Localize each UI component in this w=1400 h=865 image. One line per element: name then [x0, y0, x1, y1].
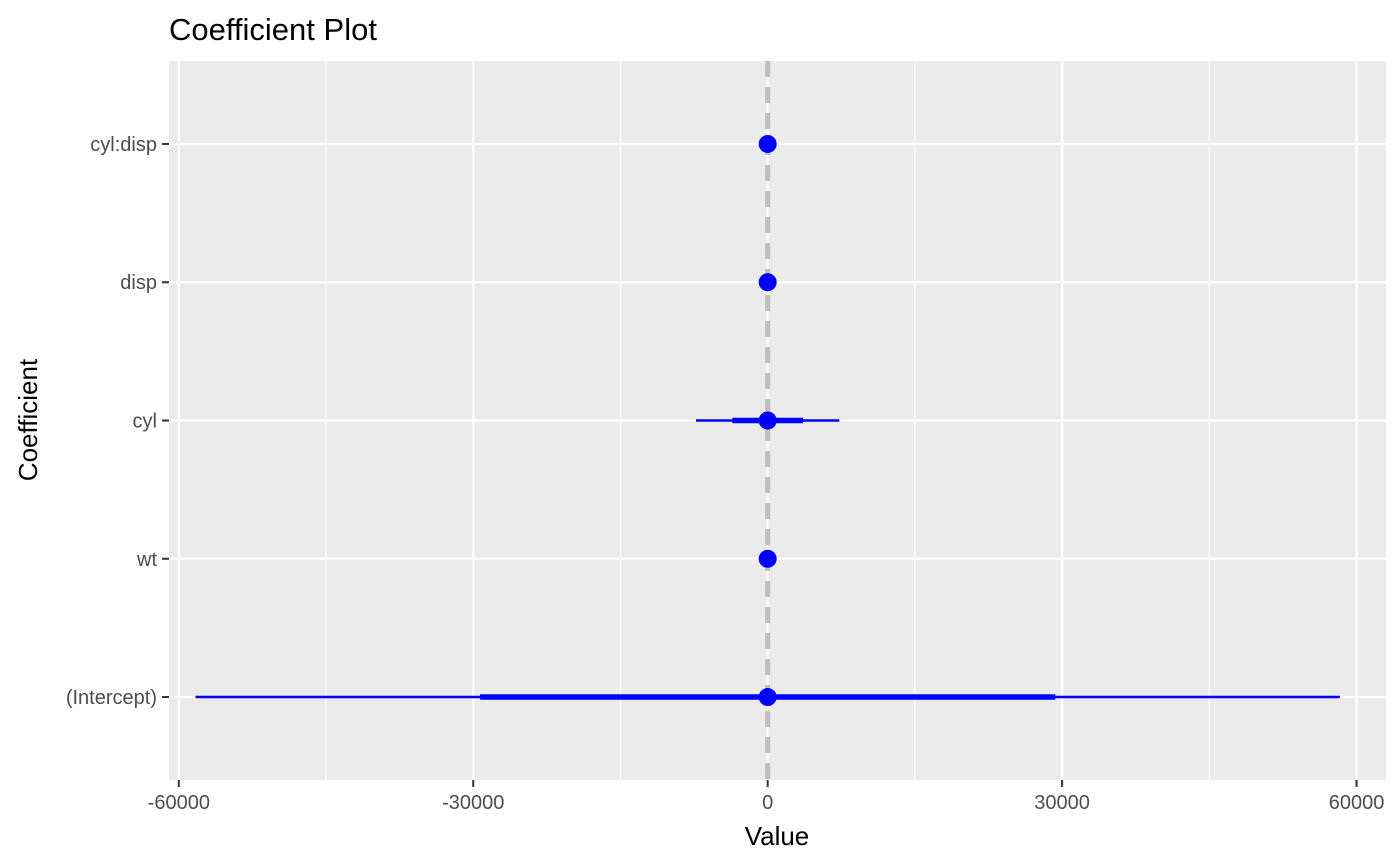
- coefficient-point: [758, 688, 777, 707]
- y-tick-label: wt: [136, 549, 157, 571]
- x-tick-label: -30000: [442, 792, 504, 814]
- chart-title: Coefficient Plot: [169, 12, 377, 47]
- coefficient-point: [758, 549, 777, 568]
- x-axis: -60000 -30000 0 30000 60000: [148, 780, 1385, 814]
- y-tick-label: cyl:disp: [90, 134, 157, 156]
- y-tick-label: disp: [120, 272, 157, 294]
- x-tick-label: 30000: [1034, 792, 1090, 814]
- x-tick-label: 0: [762, 792, 773, 814]
- x-tick-label: 60000: [1329, 792, 1385, 814]
- coefficient-point: [758, 273, 777, 292]
- coefficient-point: [758, 134, 777, 153]
- coefficient-marks: [195, 134, 1340, 707]
- y-tick-label: (Intercept): [66, 687, 157, 709]
- y-axis: (Intercept) wt cyl disp cyl:disp: [66, 134, 169, 709]
- x-axis-title: Value: [745, 821, 810, 851]
- coefficient-point: [758, 411, 777, 430]
- x-tick-label: -60000: [148, 792, 210, 814]
- y-axis-title: Coefficient: [13, 358, 43, 481]
- y-tick-label: cyl: [133, 411, 157, 433]
